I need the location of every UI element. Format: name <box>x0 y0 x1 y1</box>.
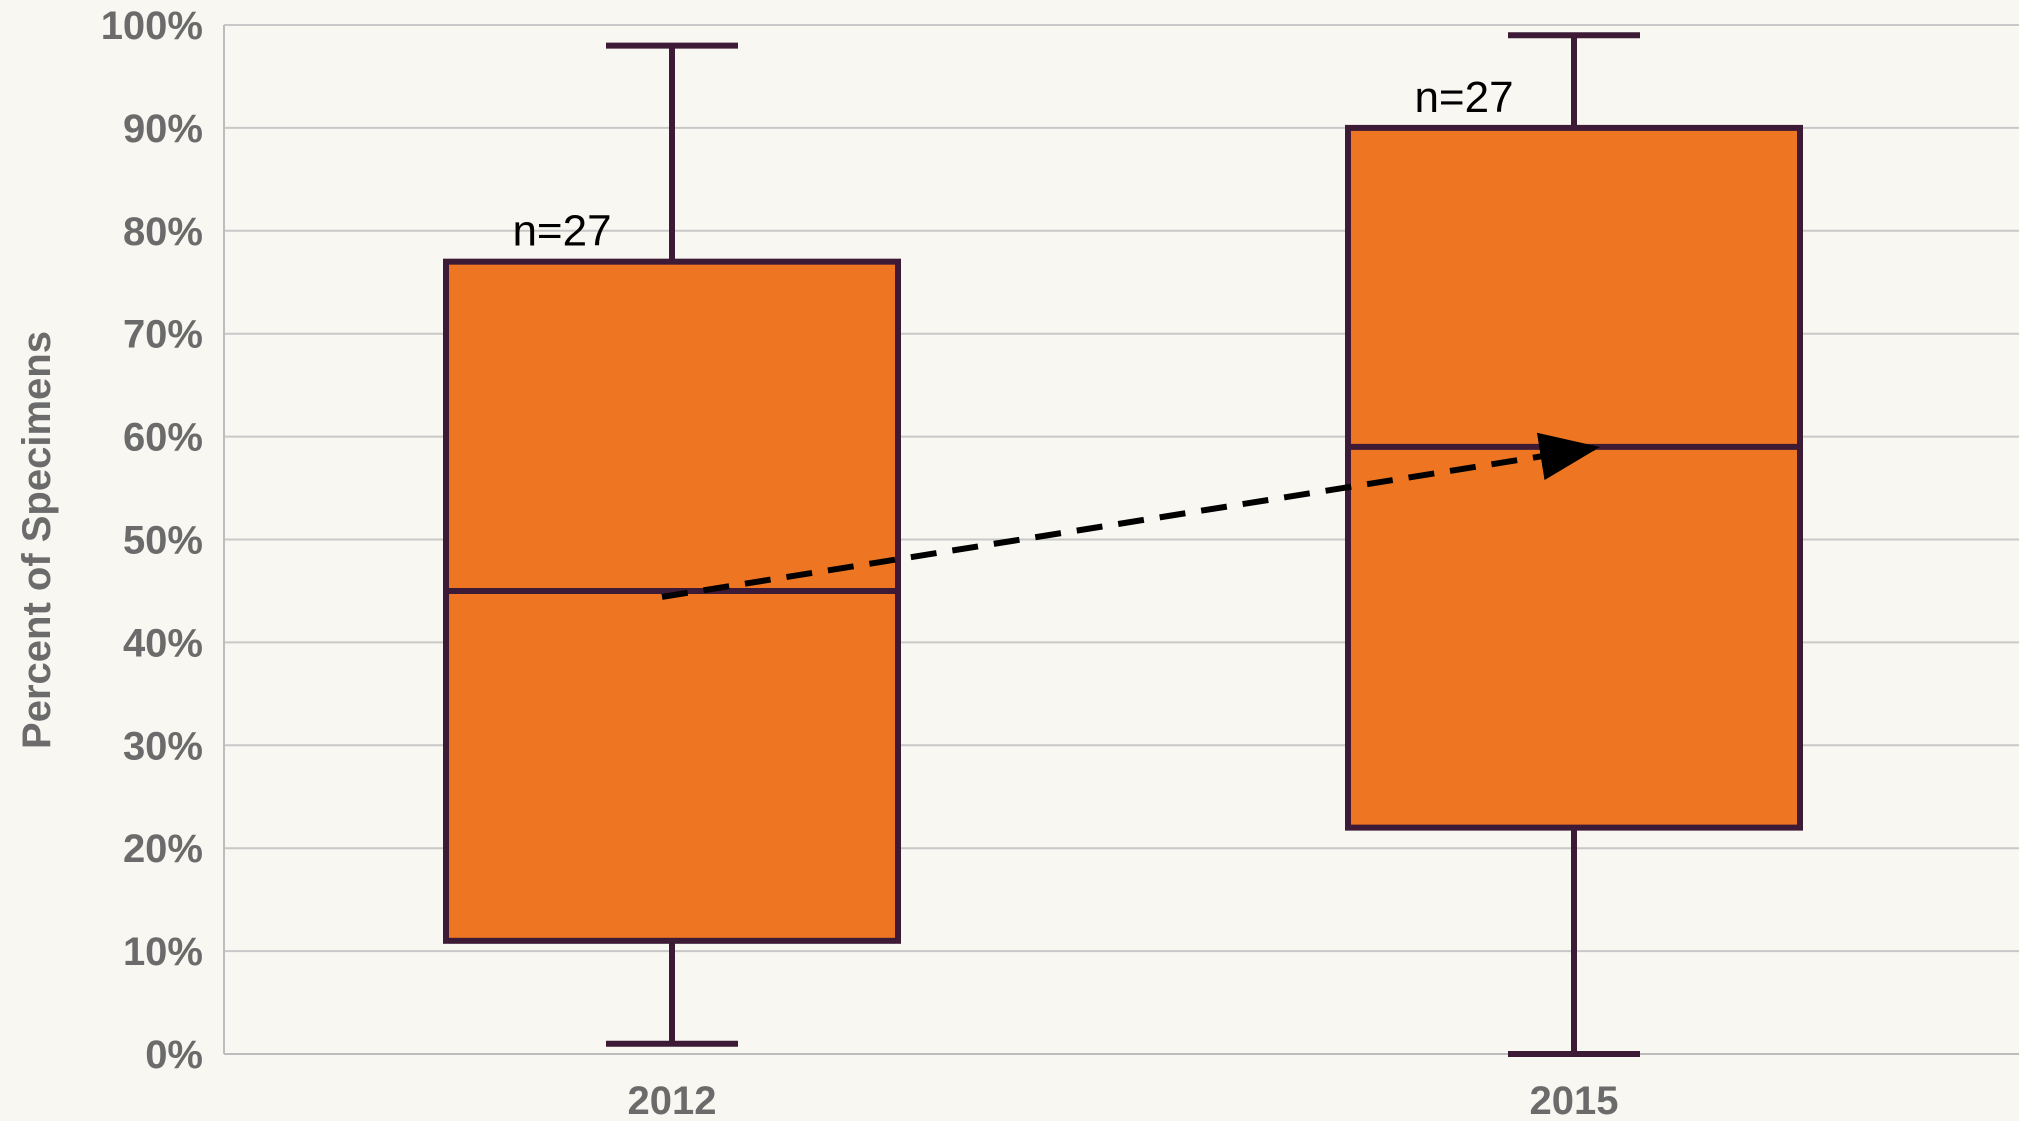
y-tick-label: 10% <box>123 930 203 974</box>
y-tick-label: 40% <box>123 621 203 665</box>
x-tick-label: 2015 <box>1530 1079 1619 1121</box>
y-tick-label: 100% <box>101 4 203 48</box>
n-label: n=27 <box>512 207 611 256</box>
y-tick-label: 50% <box>123 519 203 563</box>
y-tick-label: 80% <box>123 210 203 254</box>
y-axis-ticks: 0% 10% 20% 30% 40% 50% 60% 70% 80% 90% 100% <box>101 4 203 1077</box>
y-tick-label: 90% <box>123 107 203 151</box>
y-tick-label: 0% <box>145 1033 203 1077</box>
y-tick-label: 70% <box>123 313 203 357</box>
y-axis-title: Percent of Specimens <box>15 331 59 749</box>
box-iqr <box>443 258 901 944</box>
y-tick-label: 30% <box>123 724 203 768</box>
x-axis-ticks: 2012 2015 <box>628 1079 1619 1121</box>
trend-arrow <box>661 432 1600 600</box>
y-tick-label: 20% <box>123 827 203 871</box>
box-2015: n=27 <box>1345 32 1803 1057</box>
trend-overlay <box>661 432 1600 600</box>
boxes: n=27 n=27 <box>443 32 1803 1057</box>
n-label: n=27 <box>1414 73 1513 122</box>
x-tick-label: 2012 <box>628 1079 717 1121</box>
box-2012: n=27 <box>443 42 901 1047</box>
y-tick-label: 60% <box>123 416 203 460</box>
